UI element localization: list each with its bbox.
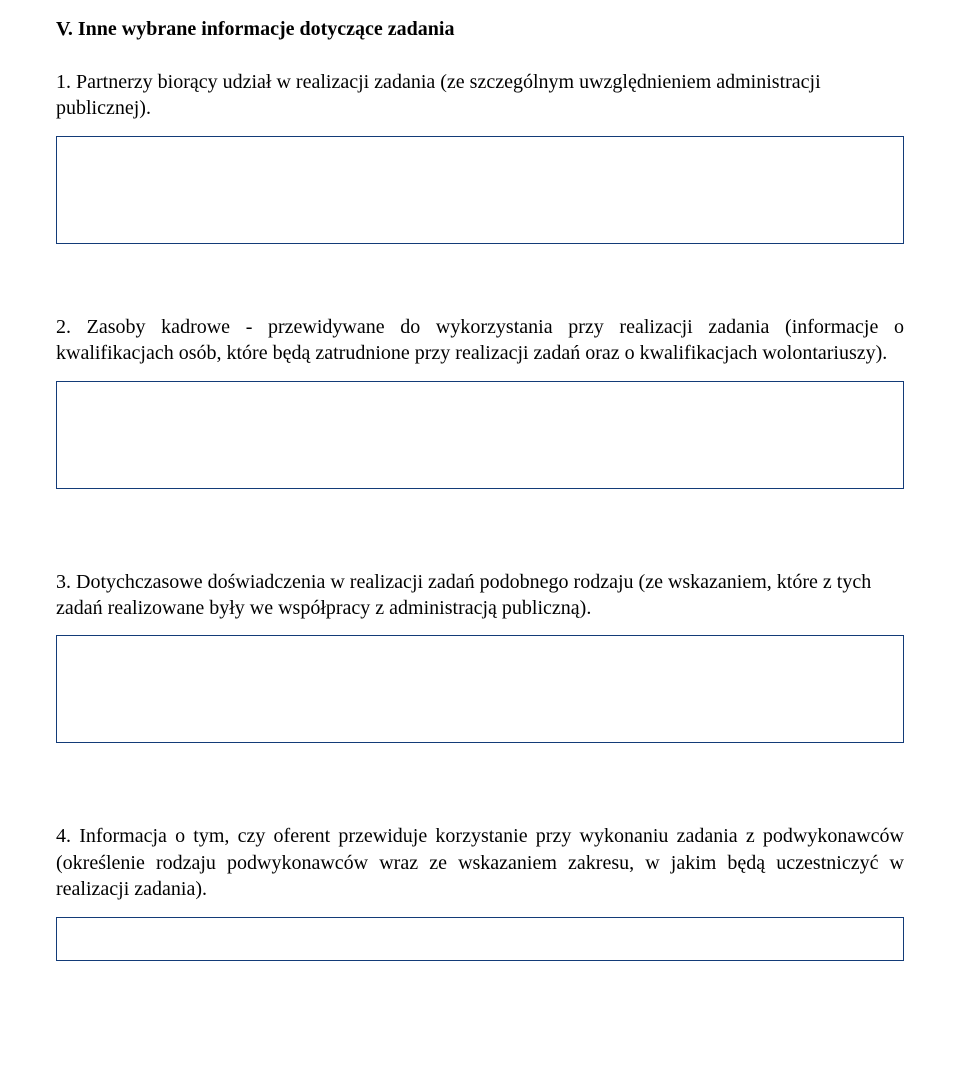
item-3-input-box[interactable]: [56, 635, 904, 743]
item-4-text: 4. Informacja o tym, czy oferent przewid…: [56, 823, 904, 902]
item-1-input-box[interactable]: [56, 136, 904, 244]
item-1-text: 1. Partnerzy biorący udział w realizacji…: [56, 69, 904, 122]
section-heading: V. Inne wybrane informacje dotyczące zad…: [56, 18, 904, 41]
item-3-text: 3. Dotychczasowe doświadczenia w realiza…: [56, 569, 904, 622]
item-2-input-box[interactable]: [56, 381, 904, 489]
item-2-text: 2. Zasoby kadrowe - przewidywane do wyko…: [56, 314, 904, 367]
item-4-input-box[interactable]: [56, 917, 904, 961]
